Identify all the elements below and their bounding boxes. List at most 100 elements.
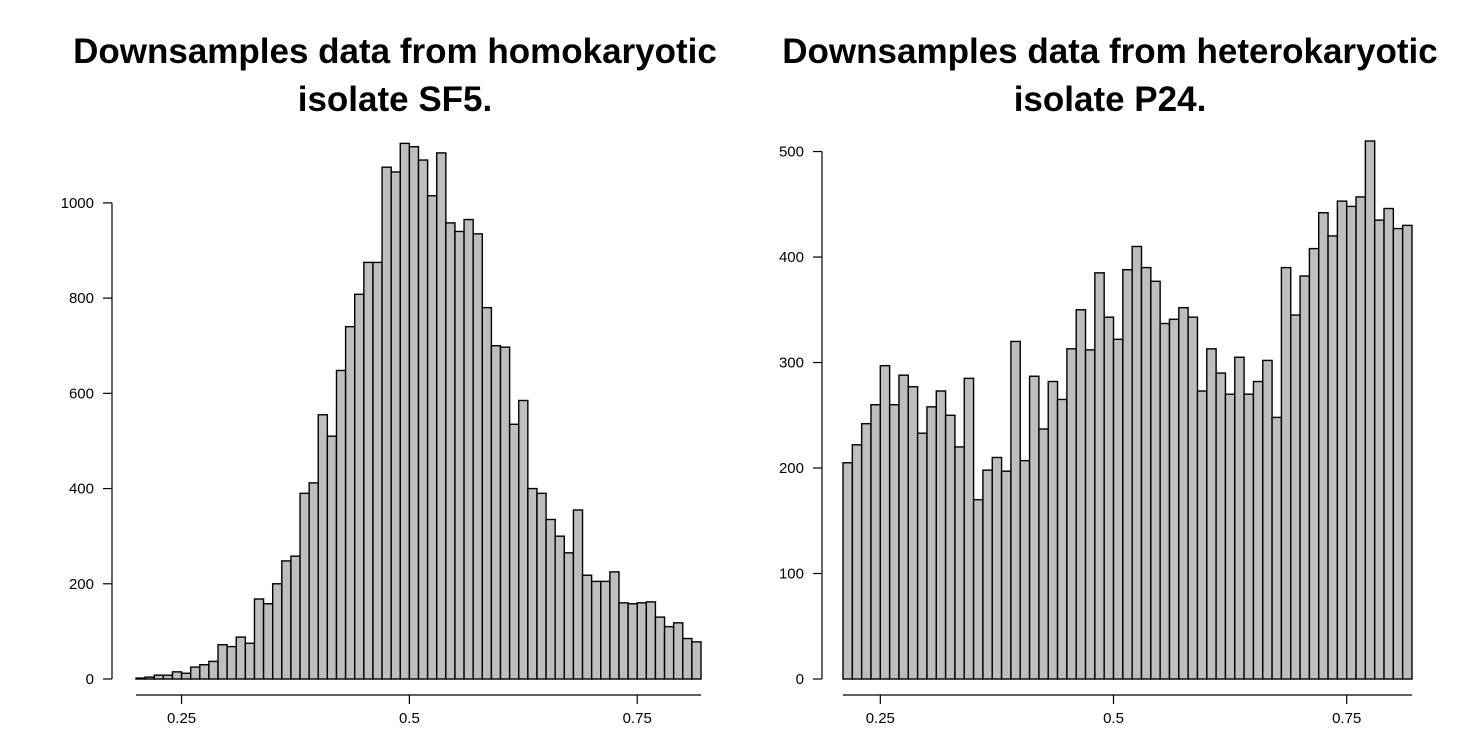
histogram-bar — [344, 325, 356, 680]
chart-panel-heterokaryotic: Downsamples data from heterokaryotic iso… — [740, 0, 1479, 740]
histogram-bar — [609, 571, 620, 680]
y-tick-label: 600 — [69, 385, 94, 402]
histogram-bar — [1168, 318, 1180, 680]
histogram-bar — [600, 580, 611, 680]
histogram-bar — [1215, 372, 1227, 680]
histogram-homokaryotic: 0 200 400 600 800 1000 0.25 0.5 0.75 — [61, 142, 702, 727]
y-axis: 0 100 200 300 400 500 — [779, 144, 823, 688]
histogram-bar — [226, 645, 237, 680]
histogram-bar — [499, 346, 511, 680]
histogram-bar — [253, 598, 265, 680]
histogram-bar — [590, 580, 602, 680]
y-tick-label: 400 — [69, 481, 94, 498]
histogram-bar — [1262, 359, 1273, 680]
histogram-bar — [1318, 212, 1329, 680]
histogram-bar — [1327, 235, 1339, 680]
histogram-bar — [1299, 275, 1311, 680]
histogram-bar — [954, 446, 965, 680]
histogram-bar — [1355, 196, 1367, 680]
histogram-bar — [281, 560, 292, 680]
histogram-bar — [963, 377, 975, 680]
histogram-bar — [1019, 459, 1031, 680]
histogram-heterokaryotic: 0 100 200 300 400 500 0.25 0.5 0.75 — [779, 140, 1413, 727]
x-tick-label: 0.75 — [623, 710, 652, 727]
histogram-bar — [1038, 428, 1049, 680]
histogram-bar — [153, 674, 165, 680]
histogram-bar — [463, 218, 474, 680]
histogram-bar — [618, 602, 629, 680]
histogram-bar — [417, 159, 429, 680]
histogram-bar — [982, 469, 993, 680]
histogram-bar — [299, 492, 310, 680]
bars — [135, 142, 702, 680]
y-tick-label: 500 — [779, 144, 804, 161]
y-tick-label: 1000 — [61, 195, 94, 212]
histogram-bar — [244, 642, 256, 680]
histogram-bar — [189, 666, 201, 680]
histogram-bar — [563, 552, 575, 680]
histogram-bar — [1140, 266, 1152, 680]
histogram-bar — [672, 622, 684, 680]
histogram-bar — [1271, 416, 1283, 680]
histogram-bar — [654, 616, 666, 680]
histogram-bar — [627, 603, 638, 680]
y-tick-label: 200 — [69, 576, 94, 593]
histogram-bar — [235, 636, 247, 680]
histogram-bar — [1243, 393, 1255, 680]
histogram-bar — [326, 435, 338, 680]
histogram-bar — [144, 676, 155, 680]
histogram-bar — [898, 374, 910, 680]
y-tick-label: 100 — [779, 566, 804, 583]
y-tick-label: 0 — [86, 671, 94, 688]
histogram-bar — [1392, 227, 1404, 680]
histogram-bar — [1252, 380, 1264, 680]
histogram-bar — [870, 404, 882, 680]
histogram-bar — [935, 390, 947, 680]
histogram-bar — [1150, 280, 1161, 680]
histogram-bar — [842, 462, 854, 680]
histogram-bar — [472, 233, 483, 680]
histogram-bar — [363, 261, 374, 680]
chart-panel-homokaryotic: Downsamples data from homokaryotic isola… — [61, 32, 717, 727]
x-tick-label: 0.75 — [1332, 710, 1361, 727]
histogram-bar — [354, 293, 365, 680]
histogram-bar — [1112, 338, 1124, 680]
y-tick-label: 200 — [779, 460, 804, 477]
histogram-bar — [1187, 316, 1199, 680]
histogram-bar — [518, 399, 529, 680]
histogram-bar — [436, 152, 447, 680]
histogram-bar — [335, 369, 347, 680]
histogram-bar — [162, 674, 174, 680]
histogram-bar — [217, 644, 228, 680]
histogram-bar — [888, 404, 900, 680]
histogram-bar — [1094, 272, 1105, 680]
x-axis: 0.25 0.5 0.75 — [136, 694, 701, 727]
histogram-bar — [691, 641, 702, 680]
histogram-bar — [879, 364, 891, 680]
histogram-bar — [408, 146, 420, 680]
histogram-bar — [308, 482, 319, 680]
histogram-bar — [1066, 348, 1077, 680]
histogram-bar — [1178, 306, 1189, 680]
histogram-bar — [1075, 309, 1087, 680]
histogram-bar — [399, 142, 411, 680]
histogram-bar — [372, 261, 383, 680]
chart-title: Downsamples data from homokaryotic isola… — [25, 28, 765, 124]
histogram-bar — [426, 195, 438, 680]
histogram-bar — [171, 671, 183, 680]
histogram-bar — [1373, 219, 1385, 680]
histogram-bar — [1280, 266, 1292, 680]
histogram-bar — [907, 386, 919, 680]
x-tick-label: 0.5 — [399, 710, 420, 727]
histogram-bar — [991, 456, 1003, 680]
histogram-bar — [1084, 349, 1096, 680]
x-axis: 0.25 0.5 0.75 — [843, 694, 1412, 727]
histogram-bar — [1308, 247, 1320, 680]
histogram-bar — [645, 601, 657, 680]
histogram-bar — [572, 509, 584, 680]
x-tick-label: 0.25 — [866, 710, 895, 727]
y-axis: 0 200 400 600 800 1000 — [61, 195, 113, 688]
histogram-bar — [663, 625, 675, 680]
histogram-bar — [208, 660, 219, 680]
histogram-bar — [972, 498, 984, 680]
